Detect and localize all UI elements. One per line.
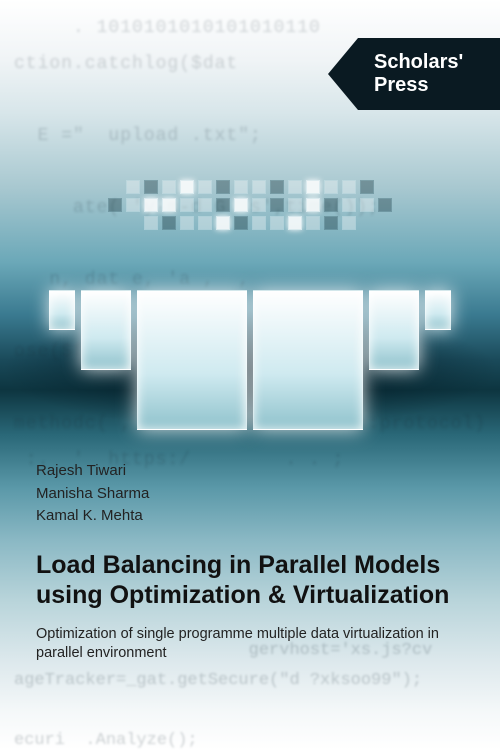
publisher-line2: Press [374, 74, 463, 97]
cover-text-block: Rajesh Tiwari Manisha Sharma Kamal K. Me… [36, 460, 464, 664]
author-list: Rajesh Tiwari Manisha Sharma Kamal K. Me… [36, 460, 464, 528]
publisher-badge: Scholars' Press [358, 38, 500, 110]
book-title: Load Balancing in Parallel Models using … [36, 550, 464, 611]
center-dark-glow [0, 310, 500, 430]
author-name: Manisha Sharma [36, 483, 464, 506]
book-subtitle: Optimization of single programme multipl… [36, 625, 464, 664]
book-cover: . 1010101010101010110 ction.catchlog($da… [0, 0, 500, 750]
publisher-line1: Scholars' [374, 51, 463, 74]
center-light-panels [0, 250, 500, 470]
author-name: Kamal K. Mehta [36, 505, 464, 528]
author-name: Rajesh Tiwari [36, 460, 464, 483]
